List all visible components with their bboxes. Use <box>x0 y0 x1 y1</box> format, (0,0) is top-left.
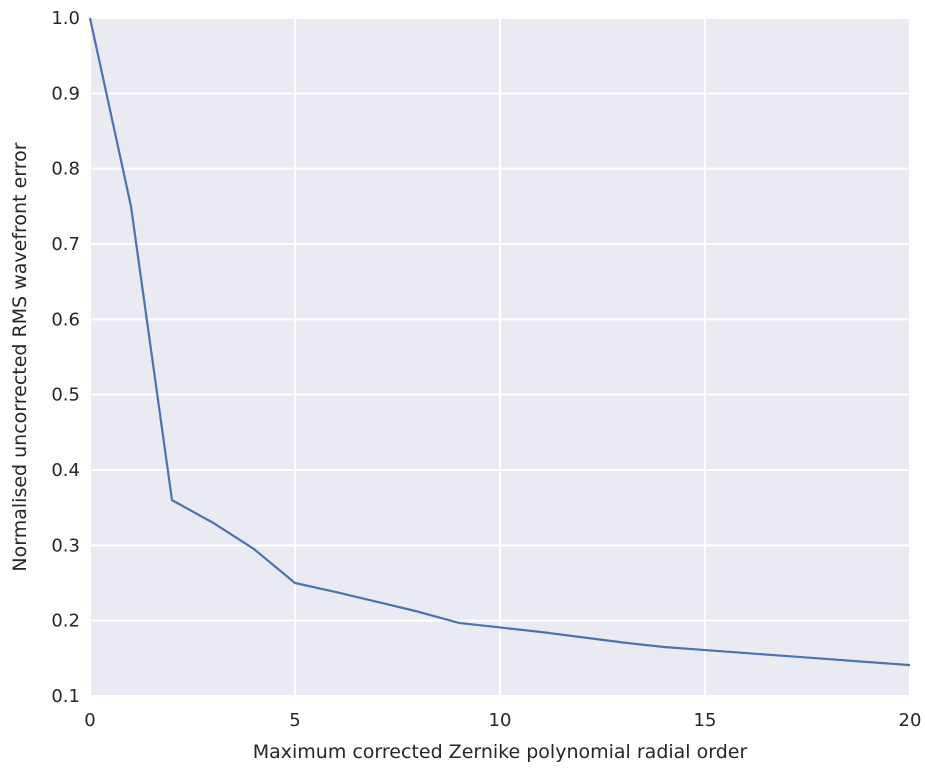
y-tick-label: 0.6 <box>51 309 80 330</box>
x-tick-label: 20 <box>899 710 922 731</box>
y-tick-label: 0.9 <box>51 83 80 104</box>
y-axis-label: Normalised uncorrected RMS wavefront err… <box>9 142 31 571</box>
x-axis-label: Maximum corrected Zernike polynomial rad… <box>253 741 748 763</box>
series-layer <box>88 17 911 667</box>
series-line <box>88 17 911 667</box>
y-tick-label: 0.8 <box>51 159 80 180</box>
x-tick-label: 5 <box>289 710 300 731</box>
y-tick-labels: 0.1 0.2 0.3 0.4 0.5 0.6 0.7 0.8 0.9 1.0 <box>51 8 80 707</box>
y-tick-label: 0.4 <box>51 460 80 481</box>
y-tick-label: 0.1 <box>51 686 80 707</box>
x-tick-labels: 0 5 10 15 20 <box>84 710 921 731</box>
x-tick-label: 0 <box>84 710 95 731</box>
x-tick-label: 15 <box>694 710 717 731</box>
y-tick-label: 0.7 <box>51 234 80 255</box>
grid-lines <box>89 17 911 697</box>
y-tick-label: 0.2 <box>51 611 80 632</box>
y-tick-label: 0.3 <box>51 535 80 556</box>
y-tick-label: 1.0 <box>51 8 80 29</box>
y-tick-label: 0.5 <box>51 385 80 406</box>
x-tick-label: 10 <box>489 710 512 731</box>
